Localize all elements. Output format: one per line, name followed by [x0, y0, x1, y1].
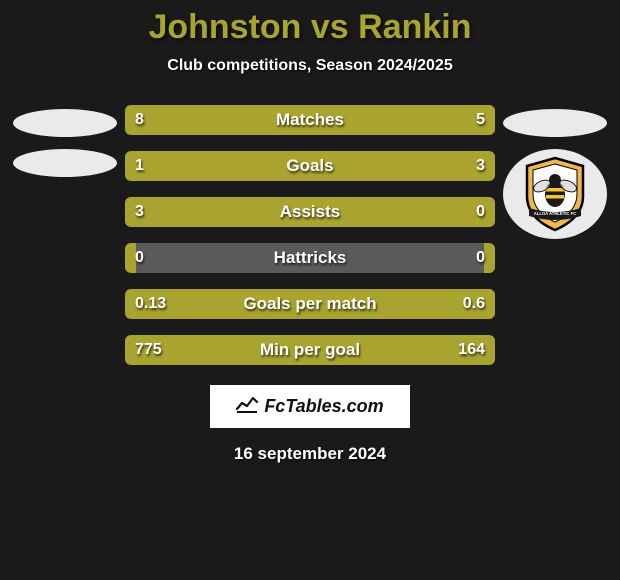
bar-left-fill: [125, 105, 353, 135]
bar-left-fill: [125, 197, 484, 227]
bar-label: Hattricks: [125, 248, 495, 268]
bar-left-fill: [125, 243, 136, 273]
bar-right-fill: [430, 335, 495, 365]
left-badge-1: [13, 109, 117, 137]
stat-bar: 00Hattricks: [125, 243, 495, 273]
svg-text:ALLOA ATHLETIC FC: ALLOA ATHLETIC FC: [534, 211, 576, 216]
stat-bar: 85Matches: [125, 105, 495, 135]
page-subtitle: Club competitions, Season 2024/2025: [0, 57, 620, 75]
bar-left-fill: [125, 151, 218, 181]
left-badge-2: [13, 149, 117, 177]
stat-bar: 13Goals: [125, 151, 495, 181]
bar-right-fill: [484, 197, 495, 227]
bar-left-value: 0: [135, 249, 144, 267]
logo-text: FcTables.com: [264, 396, 383, 417]
right-badge-1: [503, 109, 607, 137]
footer-date: 16 september 2024: [234, 444, 386, 464]
right-badge-2: ALLOA ATHLETIC FC: [503, 149, 607, 239]
stat-bar: 0.130.6Goals per match: [125, 289, 495, 319]
stat-bars: 85Matches 13Goals 30Assists 00Hattricks 0.13…: [125, 105, 495, 365]
logo-mark-icon: [236, 395, 258, 418]
bar-left-fill: [125, 335, 430, 365]
crest-icon: ALLOA ATHLETIC FC: [519, 156, 591, 232]
fctables-logo: FcTables.com: [210, 385, 409, 428]
stat-bar: 30Assists: [125, 197, 495, 227]
bar-right-fill: [484, 243, 495, 273]
comparison-content: 85Matches 13Goals 30Assists 00Hattricks 0.13…: [0, 105, 620, 365]
bar-left-fill: [125, 289, 191, 319]
stat-bar: 775164Min per goal: [125, 335, 495, 365]
bar-right-fill: [191, 289, 495, 319]
page-title: Johnston vs Rankin: [0, 8, 620, 47]
left-team-badges: [13, 105, 117, 177]
bar-right-fill: [353, 105, 495, 135]
footer: FcTables.com 16 september 2024: [0, 385, 620, 464]
right-team-badges: ALLOA ATHLETIC FC: [503, 105, 607, 239]
bar-right-fill: [218, 151, 496, 181]
